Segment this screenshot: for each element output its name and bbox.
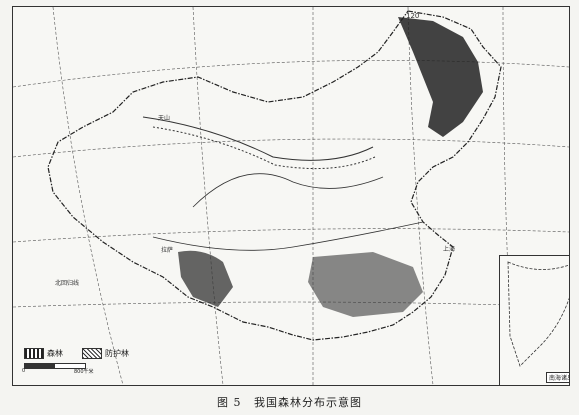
china-border <box>47 10 502 341</box>
yellow-river <box>192 173 384 208</box>
figure-number: 图 5 <box>217 396 242 409</box>
shelterbelt-swatch-icon <box>82 347 102 359</box>
longitude-label: 120 <box>406 12 419 20</box>
figure-caption: 图 5 我国森林分布示意图 <box>0 394 579 410</box>
inset-label: 南海诸岛 <box>545 372 569 383</box>
scale-start: 0 <box>22 368 26 374</box>
yangtze-river <box>152 221 424 251</box>
legend-shelterbelt: 防护林 <box>82 347 129 359</box>
tropic-label: 北回归线 <box>55 279 79 287</box>
china-forest-map: 120 北回归线 天山 上海 拉萨 <box>13 7 569 385</box>
scale-end: 800千米 <box>74 369 94 375</box>
graticule <box>13 7 569 385</box>
tianshan-label: 天山 <box>158 114 170 122</box>
inset-map <box>507 261 569 367</box>
shelterbelt-north <box>142 116 376 170</box>
scale-bar <box>24 363 86 369</box>
figure-title: 我国森林分布示意图 <box>254 396 362 409</box>
forest-swatch-icon <box>24 347 44 359</box>
south-china-sea-inset: 南海诸岛 <box>499 255 569 385</box>
legend-forest-label: 森林 <box>47 348 63 358</box>
legend-forest: 森林 <box>24 347 63 359</box>
forest-northeast <box>398 17 483 137</box>
shanghai-label: 上海 <box>443 245 455 253</box>
forest-south <box>308 252 423 317</box>
forest-southwest <box>178 250 233 307</box>
legend: 森林 防护林 0 800千米 <box>22 346 152 376</box>
lhasa-label: 拉萨 <box>161 246 173 254</box>
legend-shelterbelt-label: 防护林 <box>105 348 129 358</box>
map-frame: 120 北回归线 天山 上海 拉萨 南海诸岛 <box>12 6 570 386</box>
